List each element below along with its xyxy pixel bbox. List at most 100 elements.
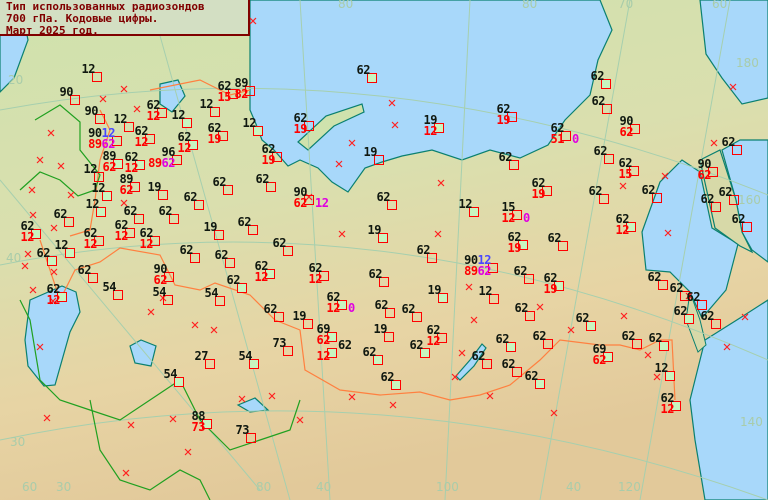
station-marker-icon[interactable]	[64, 217, 74, 227]
station-marker-icon[interactable]	[684, 314, 694, 324]
station-marker-icon[interactable]	[378, 233, 388, 243]
station-marker-icon[interactable]	[652, 193, 662, 203]
station-marker-icon[interactable]	[337, 300, 347, 310]
station-marker-icon[interactable]	[47, 256, 57, 266]
station-marker-icon[interactable]	[512, 210, 522, 220]
station-marker-icon[interactable]	[632, 339, 642, 349]
station-marker-icon[interactable]	[708, 167, 718, 177]
station-marker-icon[interactable]	[374, 155, 384, 165]
station-marker-icon[interactable]	[554, 281, 564, 291]
station-marker-icon[interactable]	[420, 348, 430, 358]
station-marker-icon[interactable]	[303, 319, 313, 329]
station-marker-icon[interactable]	[113, 159, 123, 169]
station-marker-icon[interactable]	[384, 332, 394, 342]
station-marker-icon[interactable]	[604, 154, 614, 164]
station-marker-icon[interactable]	[214, 230, 224, 240]
station-marker-icon[interactable]	[630, 124, 640, 134]
station-marker-icon[interactable]	[304, 195, 314, 205]
station-marker-icon[interactable]	[367, 73, 377, 83]
station-marker-icon[interactable]	[245, 86, 255, 96]
station-marker-icon[interactable]	[163, 295, 173, 305]
station-marker-icon[interactable]	[225, 258, 235, 268]
station-marker-icon[interactable]	[95, 114, 105, 124]
station-marker-icon[interactable]	[438, 293, 448, 303]
station-marker-icon[interactable]	[94, 172, 104, 182]
station-marker-icon[interactable]	[327, 332, 337, 342]
station-marker-icon[interactable]	[112, 136, 122, 146]
station-marker-icon[interactable]	[437, 333, 447, 343]
station-marker-icon[interactable]	[697, 300, 707, 310]
station-marker-icon[interactable]	[272, 152, 282, 162]
station-marker-icon[interactable]	[188, 140, 198, 150]
station-marker-icon[interactable]	[509, 160, 519, 170]
station-marker-icon[interactable]	[412, 312, 422, 322]
station-marker-icon[interactable]	[96, 207, 106, 217]
station-marker-icon[interactable]	[174, 377, 184, 387]
station-marker-icon[interactable]	[125, 228, 135, 238]
station-marker-icon[interactable]	[113, 290, 123, 300]
station-marker-icon[interactable]	[157, 108, 167, 118]
station-marker-icon[interactable]	[70, 95, 80, 105]
station-marker-icon[interactable]	[253, 126, 263, 136]
station-marker-icon[interactable]	[379, 277, 389, 287]
station-marker-icon[interactable]	[248, 225, 258, 235]
station-marker-icon[interactable]	[601, 79, 611, 89]
station-marker-icon[interactable]	[602, 104, 612, 114]
station-marker-icon[interactable]	[482, 359, 492, 369]
station-marker-icon[interactable]	[172, 155, 182, 165]
station-marker-icon[interactable]	[31, 229, 41, 239]
station-marker-icon[interactable]	[742, 222, 752, 232]
station-marker-icon[interactable]	[732, 145, 742, 155]
station-marker-icon[interactable]	[319, 271, 329, 281]
station-marker-icon[interactable]	[265, 269, 275, 279]
station-marker-icon[interactable]	[434, 123, 444, 133]
station-marker-icon[interactable]	[543, 339, 553, 349]
station-marker-icon[interactable]	[488, 263, 498, 273]
station-marker-icon[interactable]	[525, 311, 535, 321]
station-marker-icon[interactable]	[266, 182, 276, 192]
station-marker-icon[interactable]	[558, 241, 568, 251]
station-marker-icon[interactable]	[130, 182, 140, 192]
station-marker-icon[interactable]	[169, 214, 179, 224]
station-marker-icon[interactable]	[283, 246, 293, 256]
station-marker-icon[interactable]	[512, 367, 522, 377]
station-marker-icon[interactable]	[246, 433, 256, 443]
station-marker-icon[interactable]	[202, 419, 212, 429]
station-marker-icon[interactable]	[194, 200, 204, 210]
station-marker-icon[interactable]	[304, 121, 314, 131]
station-marker-icon[interactable]	[124, 122, 134, 132]
station-marker-icon[interactable]	[145, 134, 155, 144]
station-marker-icon[interactable]	[65, 248, 75, 258]
station-marker-icon[interactable]	[385, 308, 395, 318]
station-marker-icon[interactable]	[327, 348, 337, 358]
station-marker-icon[interactable]	[164, 272, 174, 282]
station-marker-icon[interactable]	[659, 341, 669, 351]
station-marker-icon[interactable]	[373, 355, 383, 365]
station-marker-icon[interactable]	[586, 321, 596, 331]
station-marker-icon[interactable]	[711, 202, 721, 212]
station-marker-icon[interactable]	[680, 291, 690, 301]
station-marker-icon[interactable]	[599, 194, 609, 204]
station-marker-icon[interactable]	[134, 214, 144, 224]
station-marker-icon[interactable]	[102, 191, 112, 201]
station-marker-icon[interactable]	[210, 107, 220, 117]
station-marker-icon[interactable]	[658, 280, 668, 290]
station-marker-icon[interactable]	[542, 186, 552, 196]
station-marker-icon[interactable]	[507, 112, 517, 122]
station-marker-icon[interactable]	[626, 222, 636, 232]
station-marker-icon[interactable]	[518, 240, 528, 250]
station-marker-icon[interactable]	[561, 131, 571, 141]
station-marker-icon[interactable]	[506, 342, 516, 352]
station-marker-icon[interactable]	[215, 296, 225, 306]
station-marker-icon[interactable]	[603, 352, 613, 362]
station-marker-icon[interactable]	[391, 380, 401, 390]
station-marker-icon[interactable]	[729, 195, 739, 205]
station-marker-icon[interactable]	[283, 346, 293, 356]
station-marker-icon[interactable]	[237, 283, 247, 293]
station-marker-icon[interactable]	[489, 294, 499, 304]
station-marker-icon[interactable]	[218, 131, 228, 141]
station-marker-icon[interactable]	[182, 118, 192, 128]
station-marker-icon[interactable]	[57, 292, 67, 302]
station-marker-icon[interactable]	[223, 185, 233, 195]
station-marker-icon[interactable]	[228, 89, 238, 99]
